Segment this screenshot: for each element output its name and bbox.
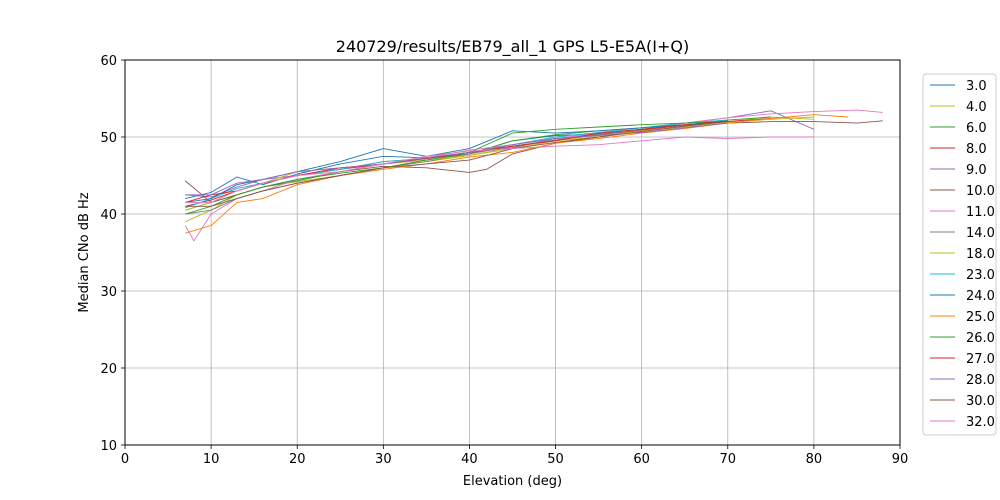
series-lines — [184, 109, 883, 242]
series-line-10-0 — [185, 120, 883, 203]
chart-title: 240729/results/EB79_all_1 GPS L5-E5A(I+Q… — [336, 37, 689, 57]
x-tick-label: 30 — [375, 452, 392, 467]
series-line-14-0 — [185, 121, 728, 215]
legend-entry-label: 27.0 — [966, 352, 995, 367]
legend-entry-label: 18.0 — [966, 247, 995, 262]
legend: 3.0 4.0 6.0 8.0 9.0 10.0 11.0 14.0 18.0 23.0 24.0 2… — [922, 73, 997, 436]
legend-entry-label: 4.0 — [966, 100, 987, 115]
series-line-32-0 — [185, 136, 814, 203]
legend-entry-label: 8.0 — [966, 142, 987, 157]
legend-entry-label: 28.0 — [966, 373, 995, 388]
series-line-8-0 — [185, 118, 771, 207]
y-tick-label: 30 — [100, 285, 117, 300]
legend-frame — [922, 73, 997, 436]
series-line-26-0 — [185, 121, 728, 215]
legend-entry-label: 26.0 — [966, 331, 995, 346]
x-tick-label: 80 — [806, 452, 823, 467]
x-tick-label: 70 — [720, 452, 737, 467]
legend-entry-label: 3.0 — [966, 79, 987, 94]
y-tick-label: 60 — [100, 54, 117, 69]
series-line-30-0 — [185, 121, 728, 207]
series-line-23-0 — [185, 119, 728, 209]
y-tick-label: 50 — [100, 131, 117, 146]
series-line-4-0 — [185, 116, 814, 223]
legend-entry-label: 23.0 — [966, 268, 995, 283]
y-tick-label: 20 — [100, 362, 117, 377]
x-tick-label: 60 — [633, 452, 650, 467]
axes: 0 10 20 30 40 50 60 70 80 90 10 20 30 40 50 60 — [100, 54, 908, 467]
x-axis-label: Elevation (deg) — [463, 474, 562, 489]
x-tick-label: 40 — [461, 452, 478, 467]
series-line-3-0 — [185, 121, 728, 200]
series-line-6-0 — [185, 116, 771, 211]
series-line-18-0 — [185, 116, 814, 211]
x-tick-label: 90 — [892, 452, 909, 467]
x-tick-label: 20 — [289, 452, 306, 467]
x-tick-label: 10 — [203, 452, 220, 467]
x-tick-label: 50 — [547, 452, 564, 467]
legend-entry-label: 14.0 — [966, 226, 995, 241]
legend-entry-label: 10.0 — [966, 184, 995, 199]
series-line-11-0 — [184, 109, 883, 242]
legend-entry-label: 30.0 — [966, 394, 995, 409]
legend-entry-label: 6.0 — [966, 121, 987, 136]
legend-entry-label: 11.0 — [966, 205, 995, 220]
y-tick-label: 10 — [100, 439, 117, 454]
legend-entry-label: 32.0 — [966, 415, 995, 430]
plot-frame — [124, 59, 901, 446]
legend-entry-label: 25.0 — [966, 310, 995, 325]
x-tick-label: 0 — [121, 452, 129, 467]
y-axis-label: Median CNo dB Hz — [77, 192, 92, 312]
y-tick-label: 40 — [100, 208, 117, 223]
legend-entry-label: 9.0 — [966, 163, 987, 178]
legend-entry-label: 24.0 — [966, 289, 995, 304]
